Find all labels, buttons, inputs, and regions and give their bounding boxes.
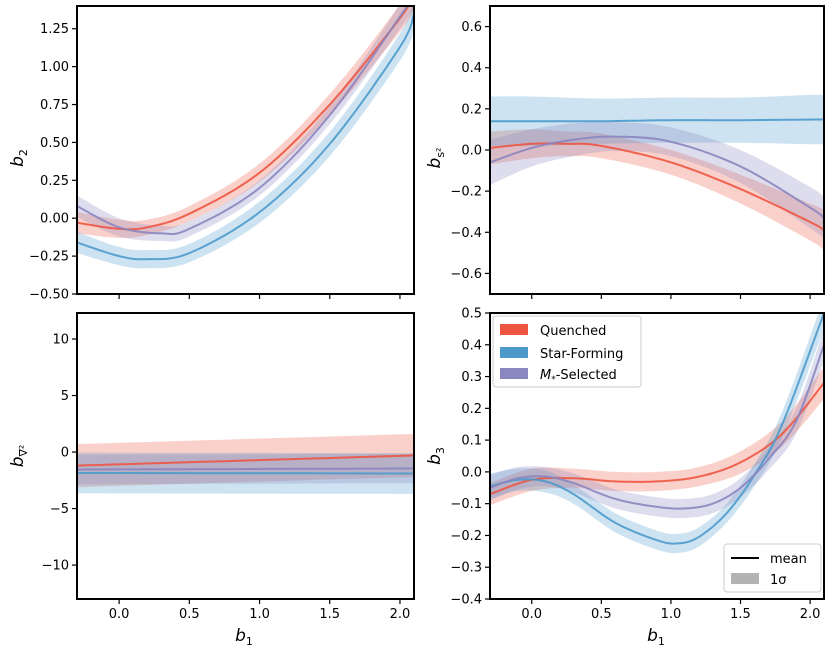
legend-sigma-swatch [731, 573, 759, 584]
panel-bottom-left: −10 −5 0 5 10 0.0 0.5 1.0 1.5 2.0 [42, 312, 415, 622]
p0-bands [77, 6, 414, 269]
p0-ytick-label: −0.25 [29, 250, 69, 265]
ylabel-bnabla2: b∇² [8, 445, 30, 468]
p1-line-mstar-selected [490, 135, 824, 219]
p2-ytick-label: 0 [61, 446, 69, 461]
p1-band-mstar-selected [490, 121, 824, 239]
p0-line-star-forming [77, 13, 414, 261]
p1-plot-area [490, 94, 824, 251]
p3-xtick-label: 0.0 [521, 607, 542, 622]
legend-label-mean: mean [770, 552, 807, 567]
ylabel-bs2: bs² [425, 148, 447, 169]
legend-label-starforming: Star-Forming [540, 347, 623, 362]
p0-band-mstar-selected [77, 6, 414, 242]
ylabel-b3: b3 [425, 447, 447, 465]
p0-band-star-forming [77, 6, 414, 269]
panel-bottom-right: −0.4 −0.3 −0.2 −0.1 0.0 0.1 0.2 0.3 0.4 0.5 0.0 0.5… [450, 307, 825, 622]
p3-xtick-label: 2.0 [800, 607, 821, 622]
p3-line-quenched [490, 382, 824, 496]
p2-plot-area [77, 434, 414, 494]
p1-ytick-label: −0.2 [450, 185, 482, 200]
p2-xtick-label: 0.0 [109, 607, 130, 622]
legend-style: mean 1σ [723, 543, 822, 593]
p2-frame [76, 312, 415, 600]
p1-ytick-label: 0.4 [461, 61, 482, 76]
p2-xtick-label: 2.0 [390, 607, 411, 622]
p1-bands [490, 94, 824, 251]
legend-label-mstar: M*-Selected [540, 368, 617, 385]
legend-label-quenched: Quenched [540, 324, 606, 339]
p2-line-quenched [77, 454, 414, 467]
p3-ytick-label: 0.2 [461, 402, 482, 417]
xlabel-b1-left: b1 [235, 626, 253, 648]
p2-xtick-label: 1.0 [249, 607, 270, 622]
p0-line-mstar-selected [77, 6, 409, 236]
p2-lines [77, 454, 414, 475]
p3-ytick-label: 0.4 [461, 338, 482, 353]
p3-line-mstar-selected [490, 344, 824, 510]
p2-line-star-forming [77, 472, 414, 475]
legend-label-sigma: 1σ [770, 573, 787, 588]
p1-ytick-label: −0.4 [450, 226, 482, 241]
p3-ytick-label: 0.3 [461, 370, 482, 385]
p0-ytick-label: 0.50 [40, 136, 69, 151]
p3-plot-area [490, 313, 824, 554]
p0-ytick-label: 0.25 [40, 174, 69, 189]
legend-series: Quenched Star-Forming M*-Selected [492, 315, 642, 388]
p3-xtick-label: 0.5 [591, 607, 612, 622]
p1-lines [490, 118, 824, 232]
legend-swatch-mstar [500, 368, 528, 379]
p0-ytick-label: 0.00 [40, 212, 69, 227]
p2-line-mstar-selected [77, 467, 414, 471]
p1-ytick-label: 0.2 [461, 102, 482, 117]
p0-plot-area [77, 6, 414, 269]
p3-ytick-label: 0.0 [461, 465, 482, 480]
p1-line-quenched [490, 142, 824, 232]
p3-ytick-label: −0.3 [450, 561, 482, 576]
panel-top-left: −0.50 −0.25 0.00 0.25 0.50 0.75 1.00 1.25 [29, 5, 415, 303]
p3-frame [489, 312, 825, 600]
legend-series-frame [492, 315, 642, 388]
p0-ytick-label: 1.25 [40, 22, 69, 37]
p2-xtick-label: 0.5 [179, 607, 200, 622]
p1-line-star-forming [490, 118, 824, 123]
p3-ytick-label: −0.1 [450, 497, 482, 512]
p3-ytick-label: −0.2 [450, 529, 482, 544]
p3-line-star-forming [490, 313, 824, 545]
p3-band-quenched [490, 367, 824, 506]
p0-ytick-label: 0.75 [40, 98, 69, 113]
p0-band-quenched [77, 6, 414, 238]
legend-swatch-starforming [500, 347, 528, 358]
legend-swatch-quenched [500, 324, 528, 335]
p3-ytick-label: −0.4 [450, 593, 482, 608]
p2-ytick-label: 10 [52, 333, 69, 348]
p1-ytick-label: 0.6 [461, 20, 482, 35]
p1-ytick-label: 0.0 [461, 144, 482, 159]
p2-ytick-label: 5 [61, 389, 69, 404]
p3-lines [490, 313, 824, 545]
p0-lines [77, 6, 414, 261]
p3-ytick-label: 0.5 [461, 307, 482, 322]
p1-ytick-label: −0.6 [450, 267, 482, 282]
p0-frame [76, 5, 415, 295]
p3-ytick-label: 0.1 [461, 434, 482, 449]
p3-xtick-label: 1.5 [730, 607, 751, 622]
p0-ytick-label: 1.00 [40, 60, 69, 75]
p2-ytick-label: −10 [42, 559, 69, 574]
p2-ytick-label: −5 [50, 502, 69, 517]
p0-ytick-label: −0.50 [29, 288, 69, 303]
xlabel-b1-right: b1 [647, 626, 665, 648]
panel-top-right: −0.6 −0.4 −0.2 0.0 0.2 0.4 0.6 [450, 5, 825, 299]
p1-band-quenched [490, 129, 824, 251]
ylabel-b2: b2 [8, 149, 30, 167]
p3-xtick-label: 1.0 [661, 607, 682, 622]
p2-xtick-label: 1.5 [319, 607, 340, 622]
